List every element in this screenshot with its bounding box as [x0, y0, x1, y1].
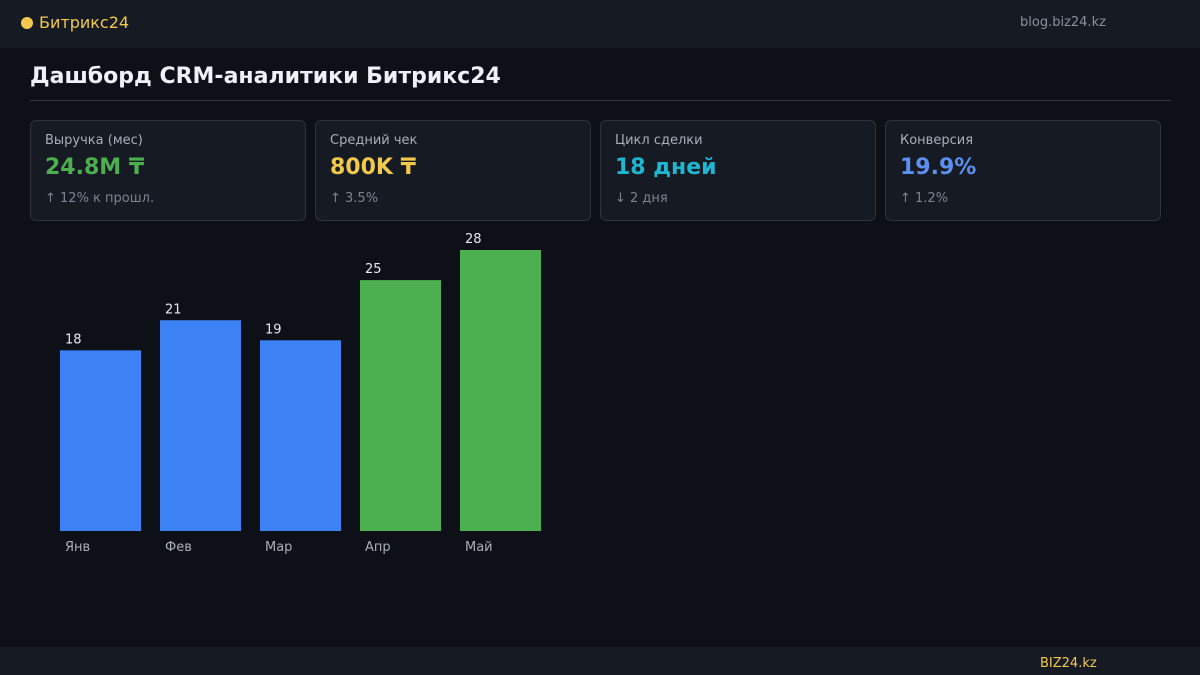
- kpi-card-average-check: Средний чек 800K ₸ ↑ 3.5%: [315, 120, 591, 221]
- kpi-delta: ↑ 1.2%: [900, 191, 949, 206]
- chart-data-label: 25: [365, 262, 382, 277]
- monthly-bar-chart: 18 Янв 21 Фев 19 Мар 25 Апр 28 Май: [60, 232, 541, 555]
- title-divider: [30, 100, 1171, 101]
- chart-data-label: 28: [465, 232, 482, 247]
- chart-x-tick-label: Мар: [265, 540, 292, 555]
- brand-dot-icon: [21, 16, 33, 29]
- kpi-label: Конверсия: [900, 133, 974, 148]
- footer-bar: BIZ24.kz: [0, 647, 1200, 675]
- page-title: Дашборд CRM-аналитики Битрикс24: [30, 64, 501, 89]
- kpi-label: Выручка (мес): [45, 133, 143, 148]
- kpi-delta: ↑ 3.5%: [330, 191, 379, 206]
- chart-bar: [160, 320, 241, 531]
- kpi-card-conversion: Конверсия 19.9% ↑ 1.2%: [885, 120, 1161, 221]
- kpi-label: Цикл сделки: [615, 133, 703, 148]
- brand-logo[interactable]: Битрикс24: [21, 12, 129, 32]
- brand-name: Битрикс24: [39, 12, 130, 32]
- kpi-delta: ↑ 12% к прошл.: [45, 191, 155, 206]
- kpi-delta: ↓ 2 дня: [615, 191, 668, 206]
- chart-bar: [260, 340, 341, 531]
- kpi-label: Средний чек: [330, 133, 418, 148]
- chart-x-tick-label: Янв: [65, 540, 90, 555]
- chart-data-label: 21: [165, 302, 182, 317]
- kpi-value: 18 дней: [615, 155, 717, 180]
- chart-bar: [360, 280, 441, 531]
- chart-x-tick-label: Май: [465, 540, 493, 555]
- kpi-value: 24.8M ₸: [45, 155, 145, 180]
- chart-data-label: 19: [265, 322, 282, 337]
- footer-brand: BIZ24.kz: [1040, 656, 1097, 671]
- site-link[interactable]: blog.biz24.kz: [1020, 15, 1106, 30]
- kpi-card-deal-cycle: Цикл сделки 18 дней ↓ 2 дня: [600, 120, 876, 221]
- chart-bar: [460, 250, 541, 531]
- kpi-value: 800K ₸: [330, 155, 416, 180]
- top-bar: Битрикс24 blog.biz24.kz: [0, 0, 1200, 48]
- chart-data-label: 18: [65, 332, 82, 347]
- chart-x-tick-label: Апр: [365, 540, 391, 555]
- chart-bar: [60, 350, 141, 531]
- chart-x-tick-label: Фев: [165, 540, 192, 555]
- kpi-card-revenue: Выручка (мес) 24.8M ₸ ↑ 12% к прошл.: [30, 120, 306, 221]
- kpi-value: 19.9%: [900, 155, 977, 180]
